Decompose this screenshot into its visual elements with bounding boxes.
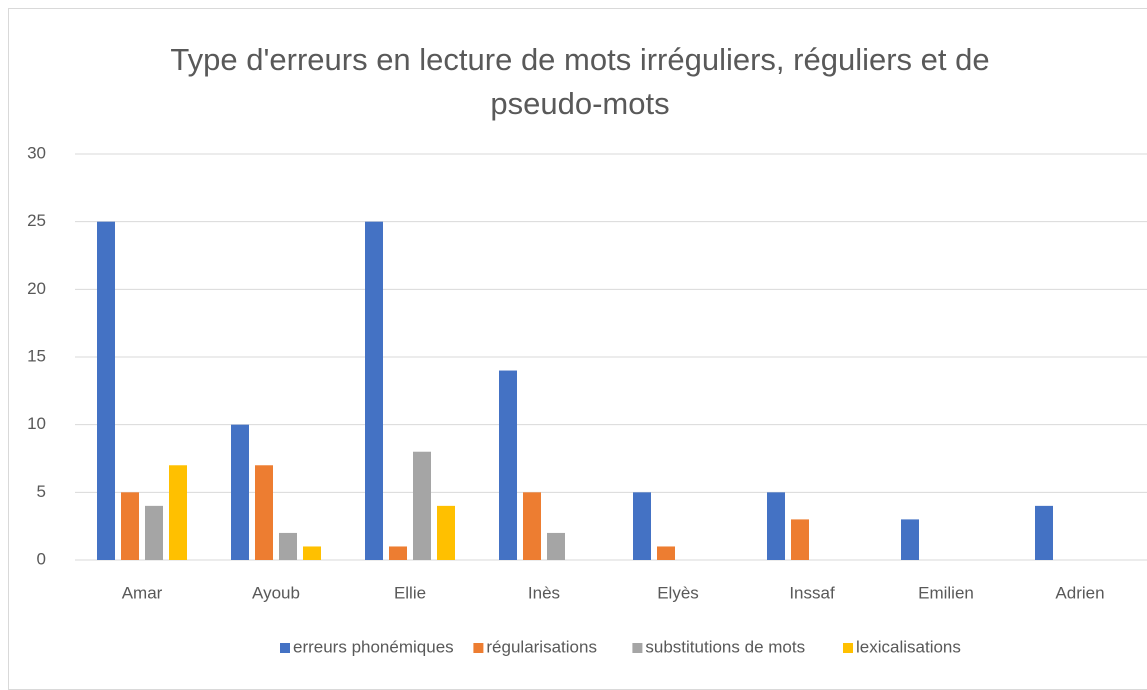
legend-swatch — [843, 643, 853, 653]
legend-label: lexicalisations — [856, 637, 961, 656]
bar — [901, 519, 919, 560]
y-tick-label: 30 — [27, 143, 46, 162]
bar — [437, 505, 455, 560]
bar — [767, 492, 785, 560]
x-tick-label: Ayoub — [252, 583, 300, 602]
legend-swatch — [632, 643, 643, 653]
legend-swatch — [280, 643, 290, 653]
x-tick-label: Amar — [122, 583, 163, 602]
bar — [657, 546, 675, 560]
chart: 0 5 10 15 20 25 30 Amar Ayoub Ellie Inès Elyès Inssa… — [27, 143, 1147, 656]
legend-label: erreurs phonémiques — [293, 637, 454, 656]
bar — [389, 546, 407, 560]
legend-swatch — [473, 643, 484, 653]
bar — [523, 492, 541, 560]
legend-label: régularisations — [486, 637, 597, 656]
bar — [255, 465, 273, 560]
y-tick-label: 0 — [37, 549, 46, 568]
bar — [121, 492, 139, 560]
x-tick-label: Emilien — [918, 583, 974, 602]
x-tick-label: Adrien — [1055, 583, 1104, 602]
y-tick-label: 20 — [27, 279, 46, 298]
bar — [413, 451, 431, 560]
legend-label: substitutions de mots — [645, 637, 805, 656]
x-tick-label: Ellie — [394, 583, 426, 602]
bar — [547, 532, 565, 560]
bar — [97, 221, 115, 560]
bar — [231, 424, 249, 560]
bar — [1035, 505, 1053, 560]
x-tick-label: Elyès — [657, 583, 699, 602]
bar — [279, 532, 297, 560]
y-tick-label: 5 — [37, 482, 46, 501]
bar — [365, 221, 383, 560]
page: Type d'erreurs en lecture de mots irrégu… — [8, 8, 1147, 690]
bar — [499, 370, 517, 560]
x-tick-label: Inès — [528, 583, 560, 602]
bar — [169, 465, 187, 560]
bar — [303, 546, 321, 560]
y-tick-label: 15 — [27, 346, 46, 365]
bar — [145, 505, 163, 560]
x-tick-label: Inssaf — [789, 583, 835, 602]
y-tick-label: 25 — [27, 211, 46, 230]
bar — [633, 492, 651, 560]
bar — [791, 519, 809, 560]
y-tick-label: 10 — [27, 414, 46, 433]
chart-title: Type d'erreurs en lecture de mots irrégu… — [170, 42, 990, 121]
